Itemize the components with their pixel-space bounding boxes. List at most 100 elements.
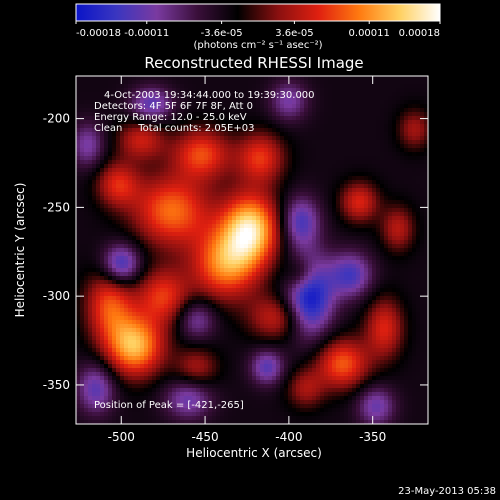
heatmap-cell	[352, 196, 356, 200]
heatmap-cell	[344, 272, 348, 276]
heatmap-cell	[312, 288, 316, 292]
heatmap-cell	[320, 120, 324, 124]
heatmap-cell	[336, 236, 340, 240]
heatmap-cell	[288, 76, 292, 80]
heatmap-cell	[116, 192, 120, 196]
heatmap-cell	[344, 172, 348, 176]
heatmap-cell	[256, 144, 260, 148]
heatmap-cell	[376, 224, 380, 228]
heatmap-cell	[164, 128, 168, 132]
heatmap-cell	[340, 76, 344, 80]
heatmap-cell	[408, 136, 412, 140]
heatmap-cell	[116, 188, 120, 192]
heatmap-cell	[396, 204, 400, 208]
heatmap-cell	[184, 248, 188, 252]
heatmap-cell	[128, 132, 132, 136]
heatmap-cell	[352, 112, 356, 116]
heatmap-cell	[156, 172, 160, 176]
heatmap-cell	[96, 252, 100, 256]
heatmap-cell	[424, 176, 428, 180]
heatmap-cell	[420, 196, 424, 200]
heatmap-cell	[380, 228, 384, 232]
heatmap-cell	[312, 112, 316, 116]
heatmap-cell	[284, 244, 288, 248]
heatmap-cell	[408, 128, 412, 132]
heatmap-cell	[300, 156, 304, 160]
heatmap-cell	[148, 260, 152, 264]
heatmap-cell	[168, 92, 172, 96]
heatmap-cell	[380, 144, 384, 148]
heatmap-cell	[404, 176, 408, 180]
heatmap-cell	[196, 228, 200, 232]
heatmap-cell	[108, 80, 112, 84]
heatmap-cell	[288, 92, 292, 96]
heatmap-cell	[400, 116, 404, 120]
heatmap-cell	[352, 192, 356, 196]
heatmap-cell	[152, 220, 156, 224]
heatmap-cell	[304, 108, 308, 112]
heatmap-cell	[108, 132, 112, 136]
heatmap-cell	[172, 80, 176, 84]
heatmap-cell	[100, 272, 104, 276]
heatmap-cell	[184, 244, 188, 248]
heatmap-cell	[160, 228, 164, 232]
heatmap-cell	[92, 100, 96, 104]
heatmap-cell	[296, 188, 300, 192]
heatmap-cell	[304, 164, 308, 168]
heatmap-cell	[296, 224, 300, 228]
heatmap-cell	[196, 264, 200, 268]
heatmap-cell	[348, 264, 352, 268]
heatmap-cell	[380, 280, 384, 284]
heatmap-cell	[116, 220, 120, 224]
heatmap-cell	[268, 164, 272, 168]
heatmap-cell	[300, 288, 304, 292]
heatmap-cell	[76, 168, 80, 172]
heatmap-cell	[420, 256, 424, 260]
heatmap-cell	[256, 92, 260, 96]
heatmap-cell	[352, 152, 356, 156]
heatmap-cell	[256, 236, 260, 240]
heatmap-cell	[128, 112, 132, 116]
heatmap-cell	[100, 228, 104, 232]
heatmap-cell	[316, 280, 320, 284]
heatmap-cell	[276, 112, 280, 116]
heatmap-cell	[92, 112, 96, 116]
heatmap-cell	[332, 260, 336, 264]
heatmap-cell	[260, 168, 264, 172]
heatmap-cell	[144, 164, 148, 168]
heatmap-cell	[108, 236, 112, 240]
heatmap-cell	[424, 96, 428, 100]
heatmap-cell	[248, 140, 252, 144]
heatmap-cell	[220, 216, 224, 220]
heatmap-cell	[296, 92, 300, 96]
heatmap-cell	[400, 204, 404, 208]
heatmap-cell	[136, 212, 140, 216]
heatmap-cell	[236, 152, 240, 156]
heatmap-cell	[392, 204, 396, 208]
heatmap-cell	[340, 192, 344, 196]
heatmap-cell	[380, 96, 384, 100]
heatmap-cell	[300, 100, 304, 104]
heatmap-cell	[268, 208, 272, 212]
heatmap-cell	[180, 136, 184, 140]
heatmap-cell	[228, 216, 232, 220]
heatmap-cell	[296, 192, 300, 196]
heatmap-cell	[212, 196, 216, 200]
heatmap-cell	[224, 280, 228, 284]
heatmap-cell	[188, 224, 192, 228]
heatmap-cell	[252, 256, 256, 260]
heatmap-cell	[332, 112, 336, 116]
heatmap-cell	[240, 104, 244, 108]
heatmap-cell	[320, 236, 324, 240]
heatmap-cell	[188, 136, 192, 140]
heatmap-cell	[400, 232, 404, 236]
heatmap-cell	[336, 144, 340, 148]
heatmap-cell	[108, 172, 112, 176]
heatmap-cell	[216, 152, 220, 156]
heatmap-cell	[96, 92, 100, 96]
heatmap-cell	[364, 204, 368, 208]
heatmap-cell	[172, 256, 176, 260]
heatmap-cell	[196, 112, 200, 116]
heatmap-cell	[184, 144, 188, 148]
heatmap-cell	[388, 188, 392, 192]
